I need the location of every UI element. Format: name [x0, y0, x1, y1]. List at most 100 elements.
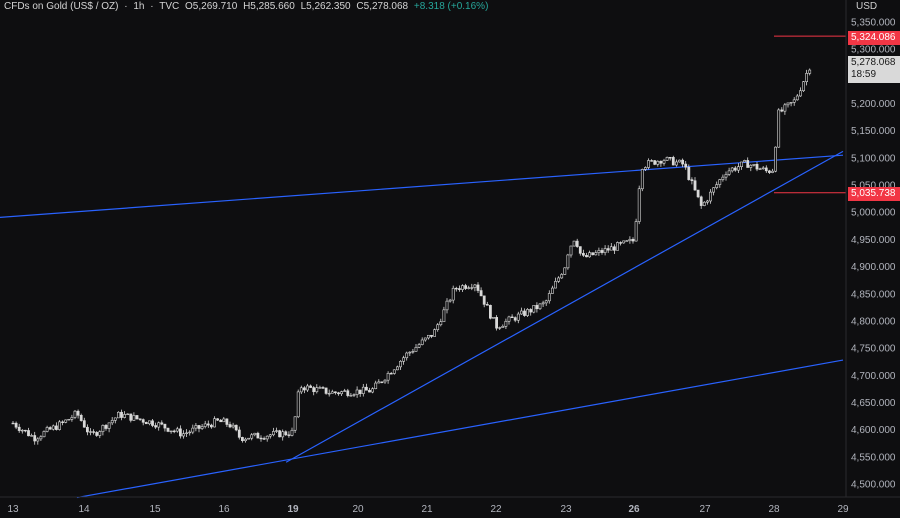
candle-body [389, 373, 393, 375]
candle-body [200, 426, 204, 429]
x-tick-label: 16 [218, 504, 230, 515]
candle-body [383, 379, 387, 383]
candle-body [213, 418, 216, 428]
candle-body [293, 416, 297, 431]
candle-body [802, 81, 805, 92]
candle-body [755, 164, 759, 170]
candle-body [54, 425, 58, 430]
candle-body [237, 429, 241, 438]
candle-body [488, 304, 492, 319]
candle-body [668, 157, 672, 159]
candle-body [519, 310, 523, 315]
y-tick-label: 4,900.000 [851, 262, 896, 273]
candle-body [721, 176, 725, 180]
x-tick-label: 29 [837, 504, 849, 515]
candle-body [656, 160, 660, 165]
symbol-header: CFDs on Gold (US$ / OZ) · 1h · TVC O5,26… [4, 1, 491, 12]
candle-body [705, 200, 709, 203]
candle-body [95, 432, 99, 436]
x-tick-label: 23 [560, 504, 572, 515]
candle-body [287, 434, 291, 436]
candle-body [188, 431, 192, 434]
candle-body [448, 299, 452, 302]
x-tick-label: 22 [490, 504, 502, 515]
candle-body [371, 388, 375, 393]
candle-body [144, 421, 148, 425]
candle-body [123, 414, 127, 418]
candle-body [616, 242, 619, 251]
candle-body [346, 390, 350, 396]
candle-body [464, 285, 468, 289]
candle-body [175, 428, 179, 432]
trendlines [0, 150, 844, 499]
candle-body [718, 179, 722, 185]
candle-body [709, 191, 712, 202]
candle-body [727, 170, 731, 175]
candle-body [507, 316, 511, 322]
candle-body [39, 436, 43, 440]
currency-box[interactable]: USD [848, 0, 900, 14]
candle-body [358, 389, 362, 394]
candle-body [61, 421, 65, 423]
candle-body [808, 69, 812, 74]
symbol-name[interactable]: CFDs on Gold (US$ / OZ) [4, 1, 119, 12]
candle-body [622, 240, 626, 244]
candle-body [430, 334, 433, 337]
candle-body [290, 429, 294, 436]
candle-body [275, 430, 278, 432]
candle-body [151, 420, 154, 426]
candle-body [805, 73, 809, 83]
x-tick-label: 14 [78, 504, 90, 515]
candle-body [312, 387, 316, 393]
source-label: TVC [159, 1, 180, 12]
candle-body [210, 424, 213, 428]
candle-body [321, 387, 325, 389]
candle-body [712, 187, 716, 193]
candle-body [349, 395, 353, 397]
candle-body [76, 410, 80, 416]
candle-body [101, 425, 105, 432]
candle-body [386, 373, 390, 381]
close-value: C5,278.068 [356, 1, 409, 12]
candle-body [377, 381, 381, 384]
candle-body [538, 303, 542, 310]
candle-body [278, 430, 282, 438]
candle-body [268, 434, 272, 437]
candle-body [318, 387, 322, 389]
candle-body [761, 167, 765, 170]
candle-body [578, 246, 582, 254]
candle-body [594, 252, 598, 256]
candle-body [457, 288, 461, 290]
candle-body [715, 184, 719, 189]
candle-body [442, 309, 446, 323]
candle-body [702, 201, 706, 206]
candle-body [259, 437, 263, 440]
candle-body [485, 304, 489, 306]
candle-body [495, 317, 499, 329]
y-tick-label: 4,700.000 [851, 371, 896, 382]
candle-body [262, 438, 266, 440]
time-axis[interactable]: 13 14 15 16 19 20 21 22 23 26 27 28 29 [0, 496, 900, 515]
candle-body [392, 369, 396, 374]
candle-body [736, 166, 740, 171]
candle-body [182, 433, 185, 437]
candle-body [352, 394, 356, 396]
candle-body [154, 425, 158, 428]
x-tick-label: 26 [628, 504, 640, 515]
candle-body [554, 281, 557, 289]
candle-body [340, 391, 344, 395]
candle-body [104, 425, 108, 429]
x-tick-label: 13 [7, 504, 19, 515]
candle-body [402, 357, 406, 362]
candle-body [244, 438, 247, 442]
candle-body [581, 253, 585, 256]
candle-body [231, 424, 235, 428]
interval-label[interactable]: 1h [133, 1, 145, 12]
candle-body [157, 422, 161, 428]
y-tick-label: 5,100.000 [851, 153, 896, 164]
candle-body [783, 104, 787, 112]
price-axis[interactable]: 5,350.000 5,300.000 5,200.000 5,150.000 5,10… [845, 0, 896, 497]
candle-body [454, 287, 458, 290]
candle-body [333, 391, 337, 394]
